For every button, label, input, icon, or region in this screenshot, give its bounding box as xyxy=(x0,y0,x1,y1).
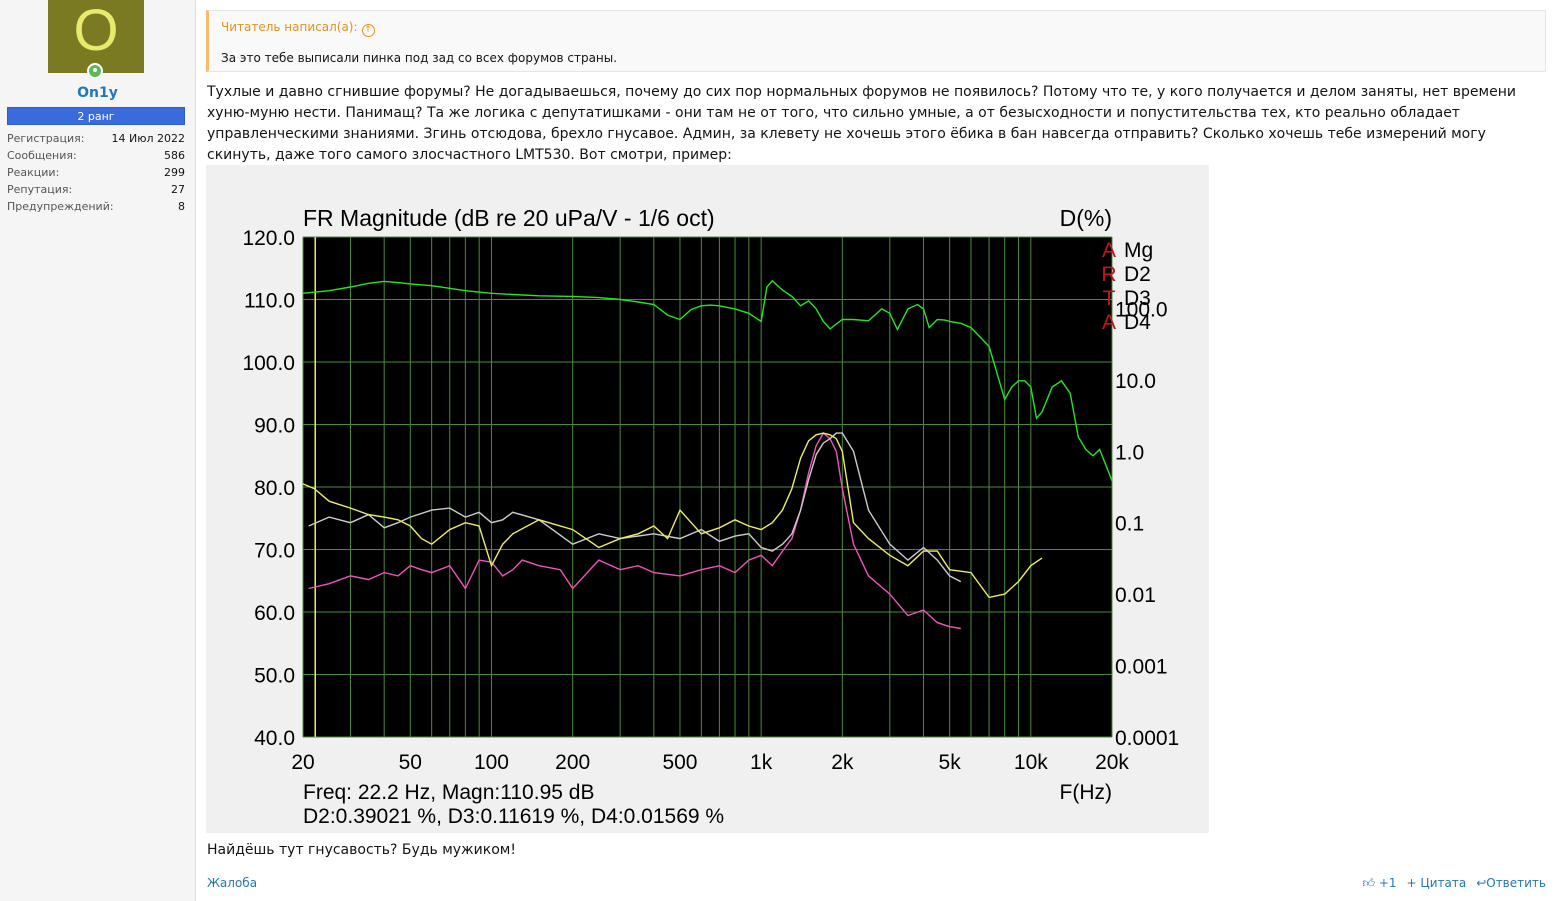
legend-entry-mg: Mg xyxy=(1124,239,1153,262)
arta-logo-letter: R xyxy=(1101,263,1116,286)
stat-reputation: Репутация: 27 xyxy=(7,183,185,196)
stat-reactions: Реакции: 299 xyxy=(7,166,185,179)
x-tick-label: 2k xyxy=(831,751,854,774)
y-tick-label: 70.0 xyxy=(254,540,295,563)
report-link[interactable]: Жалоба xyxy=(207,876,258,890)
y-tick-label: 120.0 xyxy=(242,227,295,250)
avatar[interactable]: O xyxy=(48,0,144,73)
y-tick-label: 40.0 xyxy=(254,727,295,750)
chart-title: FR Magnitude (dB re 20 uPa/V - 1/6 oct) xyxy=(303,205,715,231)
quote-block: Читатель написал(а): ↑ За это тебе выписа… xyxy=(206,10,1546,72)
stat-warnings: Предупреждений: 8 xyxy=(7,200,185,213)
y2-tick-label: 1.0 xyxy=(1115,441,1144,464)
x-tick-label: 20 xyxy=(291,751,314,774)
rank-badge: 2 ранг xyxy=(7,107,185,125)
y2-tick-label: 10.0 xyxy=(1115,370,1156,393)
y-tick-label: 80.0 xyxy=(254,477,295,500)
x-axis-label: F(Hz) xyxy=(1060,781,1112,804)
y-tick-label: 90.0 xyxy=(254,415,295,438)
x-tick-label: 200 xyxy=(555,751,590,774)
legend-entry-d4: D4 xyxy=(1124,311,1151,334)
reply-icon: ↩ xyxy=(1476,876,1487,890)
y-tick-label: 60.0 xyxy=(254,602,295,625)
y-tick-label: 50.0 xyxy=(254,665,295,688)
x-tick-label: 10k xyxy=(1014,751,1048,774)
legend-entry-d2: D2 xyxy=(1124,263,1151,286)
cursor-readout-2: D2:0.39021 %, D3:0.11619 %, D4:0.01569 % xyxy=(303,805,724,828)
quote-jump-icon[interactable]: ↑ xyxy=(361,24,375,37)
x-tick-label: 20k xyxy=(1095,751,1129,774)
series-line-d3 xyxy=(308,432,962,583)
x-tick-label: 1k xyxy=(750,751,773,774)
username-link[interactable]: On1y xyxy=(77,85,118,101)
series-line-mg xyxy=(302,279,1113,482)
legend-entry-d3: D3 xyxy=(1124,287,1151,310)
y2-tick-label: 0.01 xyxy=(1115,584,1156,607)
x-tick-label: 100 xyxy=(474,751,509,774)
reply-button[interactable]: ↩Ответить xyxy=(1476,876,1546,890)
y-tick-label: 100.0 xyxy=(242,352,295,375)
stat-messages: Сообщения: 586 xyxy=(7,149,185,162)
avatar-letter: O xyxy=(73,0,119,63)
quote-text: За это тебе выписали пинка под зад со вс… xyxy=(221,51,618,65)
like-button[interactable]: 👍︎ +1 xyxy=(1362,876,1397,890)
x-tick-label: 500 xyxy=(662,751,697,774)
message-closing: Найдёшь тут гнусавость? Будь мужиком! xyxy=(207,842,516,858)
series-line-d4 xyxy=(302,432,1043,599)
y2-tick-label: 100.0 xyxy=(1115,298,1168,321)
user-sidebar: O On1y 2 ранг Регистрация: 14 Июл 2022 Со… xyxy=(0,0,196,901)
y2-tick-label: 0.001 xyxy=(1115,656,1168,679)
cursor-readout-1: Freq: 22.2 Hz, Magn:110.95 dB xyxy=(303,781,594,804)
y2-title: D(%) xyxy=(1060,205,1112,231)
y-tick-label: 110.0 xyxy=(244,290,295,313)
user-stats: Регистрация: 14 Июл 2022 Сообщения: 586 Ре… xyxy=(7,130,185,215)
arta-logo-letter: A xyxy=(1102,239,1116,262)
arta-logo-letter: A xyxy=(1102,311,1116,334)
y2-tick-label: 0.1 xyxy=(1115,513,1144,536)
x-tick-label: 50 xyxy=(399,751,422,774)
frequency-response-chart: 20 50 100 200 500 1k 2k 5k 10k 20k 120.0 110.0 100.0… xyxy=(242,205,1179,828)
arta-logo-letter: T xyxy=(1103,287,1116,310)
stat-registration: Регистрация: 14 Июл 2022 xyxy=(7,132,185,145)
online-status-icon xyxy=(87,63,103,79)
post-actions: 👍︎ +1 + Цитата ↩Ответить xyxy=(1362,876,1546,891)
quote-author[interactable]: Читатель написал(а): ↑ xyxy=(221,20,375,37)
x-tick-label: 5k xyxy=(939,751,962,774)
series-line-d2 xyxy=(308,432,961,630)
chart-image: 20 50 100 200 500 1k 2k 5k 10k 20k 120.0 110.0 100.0… xyxy=(206,165,1209,833)
y2-tick-label: 0.0001 xyxy=(1115,727,1179,750)
thumbs-up-icon: 👍︎ xyxy=(1362,876,1375,890)
message-body: Тухлые и давно сгнившие форумы? Не догад… xyxy=(207,84,1516,163)
quote-button[interactable]: + Цитата xyxy=(1406,876,1467,890)
